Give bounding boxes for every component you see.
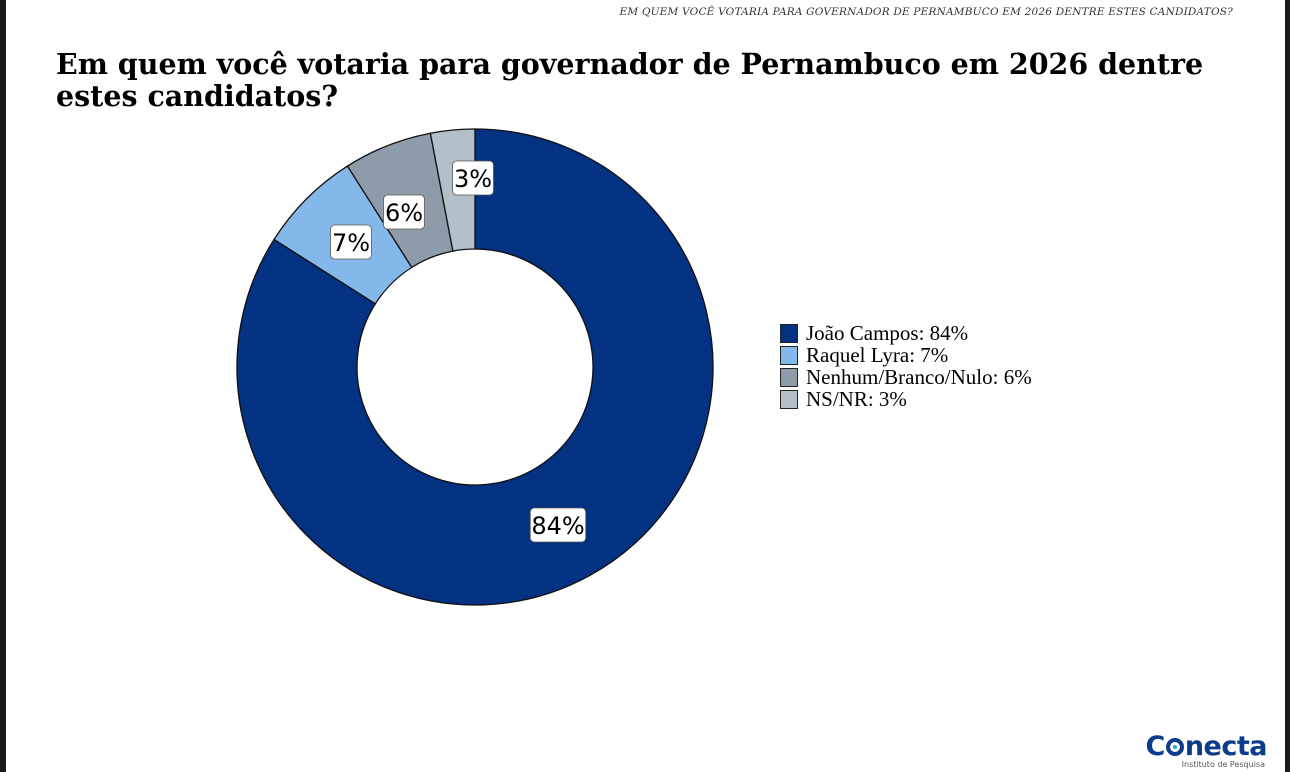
logo-o-icon — [1165, 738, 1184, 756]
legend-label: NS/NR: 3% — [806, 387, 907, 411]
legend-swatch — [780, 323, 798, 343]
report-page: EM QUEM VOCÊ VOTARIA PARA GOVERNADOR DE … — [6, 0, 1285, 772]
legend-item-nenhum-branco-nulo: Nenhum/Branco/Nulo: 6% — [780, 366, 1032, 388]
legend-item-raquel-lyra: Raquel Lyra: 7% — [780, 344, 1032, 366]
data-label-nenhum-branco-nulo: 6% — [383, 194, 425, 230]
donut-data-labels: 84% 7% 6% 3% — [330, 160, 587, 543]
data-label-jo-o-campos: 84% — [529, 507, 587, 543]
running-header: EM QUEM VOCÊ VOTARIA PARA GOVERNADOR DE … — [619, 6, 1233, 18]
data-label-text: 7% — [332, 229, 370, 257]
chart-title: Em quem você votaria para governador de … — [56, 47, 1204, 113]
donut-slice-jo-o-campos — [236, 128, 714, 606]
data-label-box — [330, 224, 372, 260]
legend-swatch — [780, 367, 798, 387]
logo-text-post: necta — [1184, 731, 1268, 762]
data-label-text: 84% — [531, 512, 584, 540]
data-label-box — [383, 194, 425, 230]
donut-chart: 84% 7% 6% 3% — [236, 128, 714, 606]
legend-item-ns-nr: NS/NR: 3% — [780, 388, 1032, 410]
legend-item-jo-o-campos: João Campos: 84% — [780, 322, 1032, 344]
legend-label: João Campos: 84% — [806, 321, 969, 345]
legend-swatch — [780, 389, 798, 409]
logo-tagline: Instituto de Pesquisa — [1181, 760, 1265, 769]
data-label-text: 3% — [454, 165, 492, 193]
logo-text-pre: C — [1145, 731, 1166, 762]
data-label-box — [529, 507, 587, 543]
legend-label: Raquel Lyra: 7% — [806, 343, 949, 367]
data-label-ns-nr: 3% — [452, 160, 494, 196]
legend-swatch — [780, 345, 798, 365]
chart-legend: João Campos: 84% Raquel Lyra: 7% Nenhum/Br… — [780, 322, 1032, 410]
data-label-text: 6% — [385, 199, 423, 227]
data-label-box — [452, 160, 494, 196]
donut-slices — [236, 128, 714, 606]
legend-label: Nenhum/Branco/Nulo: 6% — [806, 365, 1032, 389]
data-label-raquel-lyra: 7% — [330, 224, 372, 260]
